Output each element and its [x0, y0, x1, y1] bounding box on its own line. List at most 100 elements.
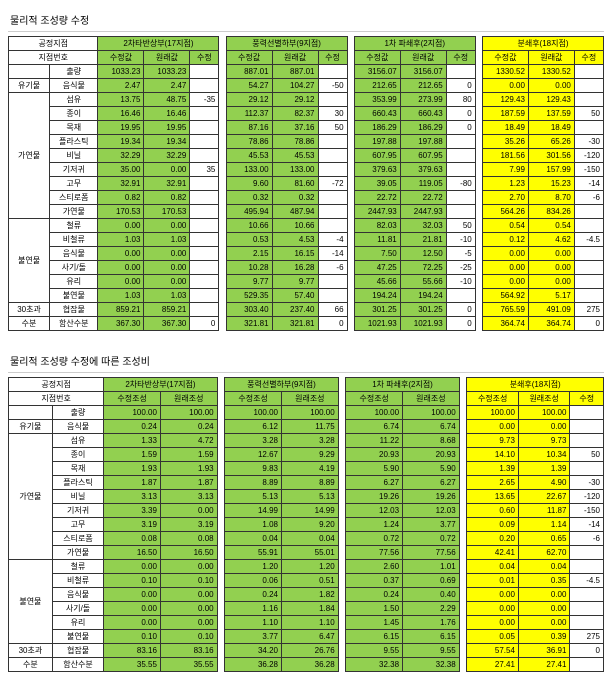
cell: 3.13 [160, 490, 217, 504]
cell: 16.50 [160, 546, 217, 560]
row-label: 비닐 [52, 490, 104, 504]
cell: 27.41 [518, 658, 570, 672]
cell: 0.00 [98, 261, 144, 275]
cell: 1.03 [98, 233, 144, 247]
cell: 26.76 [281, 644, 338, 658]
cell: 133.00 [272, 163, 318, 177]
cell: 2.47 [144, 79, 190, 93]
row-label: 비닐 [50, 149, 98, 163]
cell: 5.90 [346, 462, 403, 476]
cell: 32.91 [98, 177, 144, 191]
cell [190, 121, 219, 135]
cell: 12.50 [400, 247, 446, 261]
cell: 72.25 [400, 261, 446, 275]
cell [574, 275, 603, 289]
hdr-g2: 풍력선별하부(9지점) [226, 37, 347, 51]
cell: 834.26 [528, 205, 574, 219]
cell: 0 [446, 303, 475, 317]
data-row: 음식물0.000.000.241.820.240.400.000.00 [9, 588, 604, 602]
row-label: 비철류 [52, 574, 104, 588]
cell: 1.24 [346, 518, 403, 532]
cell: 35.26 [482, 135, 528, 149]
cell [570, 560, 604, 574]
cell: 0.00 [528, 79, 574, 93]
data-row: 목재1.931.939.834.195.905.901.391.39 [9, 462, 604, 476]
cell: 212.65 [400, 79, 446, 93]
cell: 529.35 [226, 289, 272, 303]
row-label: 플라스틱 [52, 476, 104, 490]
cell: 379.63 [354, 163, 400, 177]
cell: 16.46 [98, 107, 144, 121]
row-label: 가연물 [52, 546, 104, 560]
cell: 187.59 [482, 107, 528, 121]
cell: 170.53 [98, 205, 144, 219]
cell: 0.37 [346, 574, 403, 588]
cell: 1330.52 [482, 65, 528, 79]
cell: 0.69 [403, 574, 460, 588]
cell [446, 65, 475, 79]
cell: 9.73 [467, 434, 519, 448]
cell: 1.76 [403, 616, 460, 630]
cell: 3.13 [104, 490, 161, 504]
cell [574, 219, 603, 233]
cell: 0.00 [518, 420, 570, 434]
cell: 3.28 [281, 434, 338, 448]
cell: 0.01 [467, 574, 519, 588]
cell [190, 79, 219, 93]
cell: 321.81 [272, 317, 318, 331]
cell: 36.28 [225, 658, 282, 672]
data-row: 음식물0.000.002.1516.15-147.5012.50-50.000.… [9, 247, 604, 261]
data-row: 가연물170.53170.53495.94487.942447.932447.9… [9, 205, 604, 219]
cell: 82.37 [272, 107, 318, 121]
cell: 1.03 [144, 233, 190, 247]
cell [190, 107, 219, 121]
cell [190, 275, 219, 289]
cell: 197.88 [400, 135, 446, 149]
cell: 3.28 [225, 434, 282, 448]
cell: 129.43 [482, 93, 528, 107]
cell [318, 205, 347, 219]
cell: 859.21 [98, 303, 144, 317]
cell: -30 [570, 476, 604, 490]
cell [318, 135, 347, 149]
data-row: 출량100.00100.00100.00100.00100.00100.0010… [9, 406, 604, 420]
cell: 12.67 [225, 448, 282, 462]
cell: 5.17 [528, 289, 574, 303]
cell: 1.03 [144, 289, 190, 303]
category-cell: 가연물 [9, 93, 50, 219]
cell: 0 [190, 317, 219, 331]
cell: 9.83 [225, 462, 282, 476]
cell: 6.15 [403, 630, 460, 644]
cell: 32.29 [144, 149, 190, 163]
cell: 0.00 [518, 588, 570, 602]
data-row: 불연물0.100.103.776.476.156.150.050.39275 [9, 630, 604, 644]
cell: 1.87 [160, 476, 217, 490]
cell: -150 [574, 163, 603, 177]
cell: 55.66 [400, 275, 446, 289]
cell: 0.24 [160, 420, 217, 434]
cell: 0.00 [104, 602, 161, 616]
cell [190, 191, 219, 205]
cell: 39.05 [354, 177, 400, 191]
cell [318, 163, 347, 177]
cell: 47.25 [354, 261, 400, 275]
cell: 0.05 [467, 630, 519, 644]
cell: 37.16 [272, 121, 318, 135]
cell: 3.39 [104, 504, 161, 518]
cell: -120 [574, 149, 603, 163]
cell: 19.95 [98, 121, 144, 135]
data-row: 불연물1.031.03529.3557.40194.24194.24564.92… [9, 289, 604, 303]
data-row: 종이1.591.5912.679.2920.9320.9314.1010.345… [9, 448, 604, 462]
cell: -80 [446, 177, 475, 191]
cell: 35.55 [104, 658, 161, 672]
cell: -72 [318, 177, 347, 191]
cell: 19.34 [98, 135, 144, 149]
cell [570, 406, 604, 420]
cell: 1.87 [104, 476, 161, 490]
cell: 2.65 [467, 476, 519, 490]
cell: 35 [190, 163, 219, 177]
data-row: 출량1033.231033.23887.01887.013156.073156.… [9, 65, 604, 79]
row-label: 철류 [50, 219, 98, 233]
header-row-cols: 지점번호 수정값원래값수정 수정값원래값수정 수정값원래값수정 수정값원래값수정 [9, 51, 604, 65]
cell: 0.24 [225, 588, 282, 602]
